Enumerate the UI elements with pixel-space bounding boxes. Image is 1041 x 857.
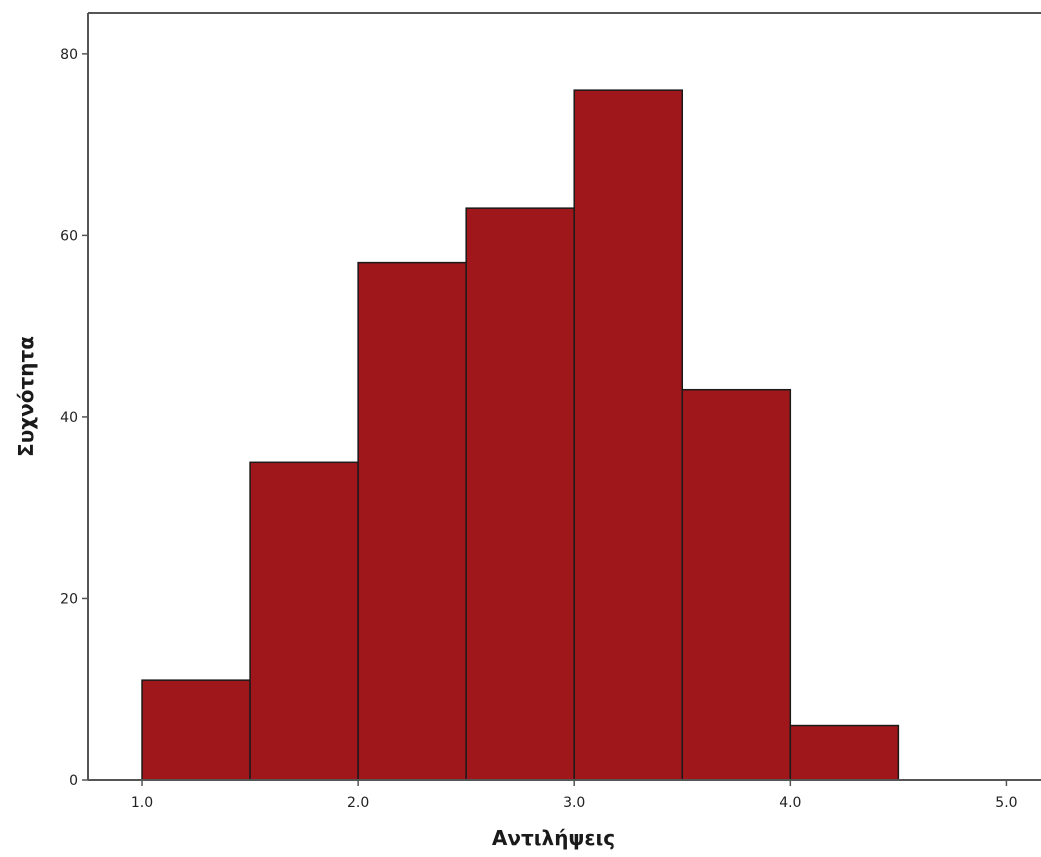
x-ticks-group: 1.0 2.0 3.0 4.0 5.0 [131, 780, 1018, 811]
histogram-bar [141, 679, 251, 781]
y-tick-label: 60 [60, 228, 78, 244]
x-tick-label: 5.0 [995, 795, 1017, 811]
histogram-bar [681, 388, 792, 781]
y-ticks-group: 0 20 40 60 80 [60, 47, 88, 789]
x-tick-label: 2.0 [347, 795, 369, 811]
histogram-bar [465, 207, 575, 781]
y-tick-label: 80 [60, 47, 78, 63]
y-tick-label: 40 [60, 410, 78, 426]
x-tick-label: 4.0 [779, 795, 801, 811]
y-axis-title: Συχνότητα [14, 336, 38, 457]
histogram-bar [573, 89, 684, 781]
bars-group [141, 89, 900, 781]
x-tick-label: 1.0 [131, 795, 153, 811]
axes-group [87, 12, 1041, 781]
histogram-bar [357, 261, 467, 781]
y-tick-label: 20 [60, 591, 78, 607]
x-tick-label: 3.0 [563, 795, 585, 811]
y-tick-label: 0 [69, 773, 78, 789]
histogram-bar [789, 724, 900, 781]
x-axis-title: Αντιλήψεις [492, 826, 615, 850]
histogram-bar [249, 461, 359, 781]
